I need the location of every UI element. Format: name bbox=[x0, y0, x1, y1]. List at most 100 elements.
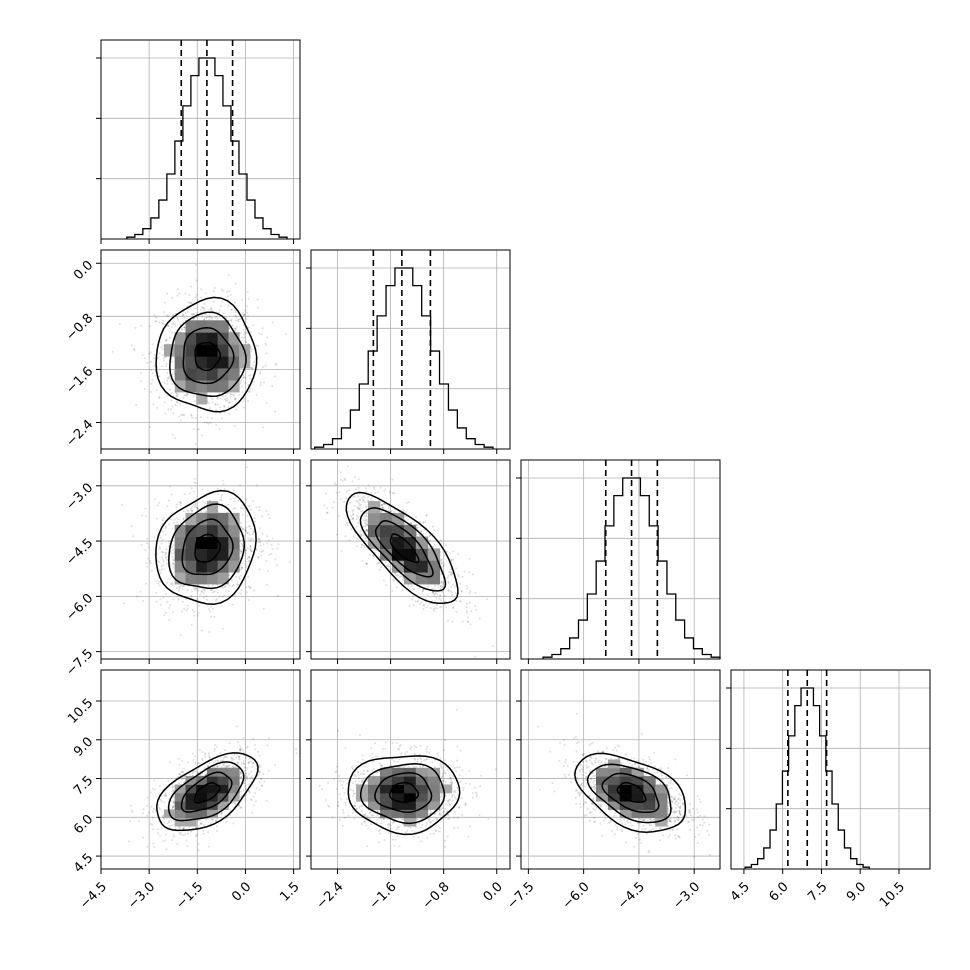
scatter-point bbox=[240, 550, 243, 553]
panel-frame bbox=[100, 249, 301, 450]
scatter-point bbox=[195, 833, 198, 836]
scatter-point bbox=[417, 526, 420, 529]
scatter-point bbox=[247, 326, 250, 329]
scatter-point bbox=[433, 529, 436, 532]
contour-2 bbox=[168, 503, 245, 590]
scatter-point bbox=[239, 318, 242, 321]
scatter-point bbox=[240, 525, 243, 528]
scatter-point bbox=[176, 586, 179, 589]
scatter-point bbox=[469, 590, 472, 593]
panel-1-1 bbox=[306, 249, 511, 454]
scatter-point bbox=[233, 500, 236, 503]
scatter-point bbox=[171, 297, 174, 299]
scatter-point bbox=[351, 480, 354, 483]
scatter-point bbox=[326, 507, 328, 510]
scatter-point bbox=[166, 372, 169, 375]
scatter-point bbox=[151, 816, 154, 819]
scatter-point bbox=[187, 604, 189, 607]
scatter-point bbox=[194, 482, 197, 484]
scatter-point bbox=[167, 324, 170, 327]
scatter-point bbox=[164, 556, 167, 559]
scatter-point bbox=[485, 598, 488, 601]
scatter-point bbox=[174, 436, 177, 439]
scatter-point bbox=[211, 591, 214, 594]
scatter-point bbox=[195, 587, 198, 590]
scatter-point bbox=[180, 610, 183, 613]
scatter-point bbox=[250, 550, 253, 553]
scatter-point bbox=[389, 510, 392, 513]
scatter-point bbox=[221, 417, 224, 420]
scatter-point bbox=[133, 348, 135, 351]
scatter-point bbox=[262, 426, 265, 429]
scatter-point bbox=[172, 559, 175, 562]
scatter-point bbox=[235, 408, 238, 411]
scatter-point bbox=[442, 564, 445, 567]
scatter-point bbox=[248, 791, 251, 794]
scatter-point bbox=[221, 479, 224, 482]
scatter-point bbox=[199, 593, 202, 596]
scatter-point bbox=[195, 506, 198, 509]
scatter-point bbox=[245, 526, 248, 529]
scatter-point bbox=[252, 762, 254, 765]
scatter-point bbox=[221, 494, 223, 497]
scatter-point bbox=[168, 577, 171, 580]
scatter-point bbox=[181, 414, 184, 416]
scatter-point bbox=[190, 302, 193, 305]
scatter-point bbox=[263, 780, 266, 783]
scatter-point bbox=[201, 488, 204, 491]
scatter-point bbox=[243, 798, 246, 801]
density-cell bbox=[196, 356, 208, 369]
scatter-point bbox=[441, 584, 444, 587]
scatter-point bbox=[248, 377, 251, 380]
scatter-point bbox=[228, 412, 231, 415]
scatter-point bbox=[196, 428, 199, 431]
scatter-point bbox=[145, 582, 147, 585]
scatter-point bbox=[445, 544, 448, 547]
scatter-point bbox=[346, 465, 349, 468]
scatter-point bbox=[244, 787, 247, 790]
y-tick-label: −4.5 bbox=[63, 536, 96, 569]
scatter-point bbox=[162, 348, 165, 350]
scatter-point bbox=[365, 511, 368, 514]
scatter-point bbox=[478, 617, 481, 620]
density-cell bbox=[196, 536, 208, 549]
scatter-point bbox=[183, 326, 186, 329]
scatter-point bbox=[194, 307, 197, 310]
scatter-point bbox=[171, 611, 174, 614]
scatter-point bbox=[220, 496, 223, 499]
scatter-point bbox=[213, 747, 216, 750]
scatter-point bbox=[265, 583, 268, 586]
scatter-point bbox=[234, 314, 237, 317]
scatter-point bbox=[372, 554, 375, 557]
scatter-point bbox=[241, 762, 244, 765]
scatter-point bbox=[223, 405, 226, 408]
scatter-point bbox=[224, 814, 227, 817]
scatter-point bbox=[155, 320, 158, 323]
scatter-point bbox=[201, 751, 204, 754]
scatter-point bbox=[223, 488, 226, 491]
scatter-point bbox=[240, 542, 243, 545]
scatter-point bbox=[441, 586, 444, 588]
scatter-point bbox=[201, 587, 204, 590]
scatter-point bbox=[260, 554, 263, 557]
scatter-point bbox=[165, 556, 167, 559]
scatter-point bbox=[195, 770, 198, 773]
scatter-point bbox=[374, 492, 377, 495]
scatter-point bbox=[146, 565, 149, 568]
scatter-point bbox=[149, 360, 152, 363]
scatter-point bbox=[215, 598, 218, 600]
scatter-point bbox=[207, 422, 210, 425]
scatter-point bbox=[461, 575, 464, 578]
scatter-point bbox=[234, 282, 237, 285]
scatter-point bbox=[377, 491, 380, 494]
density-cell bbox=[174, 380, 186, 393]
scatter-point bbox=[176, 401, 179, 404]
scatter-point bbox=[187, 510, 190, 513]
scatter-point bbox=[460, 589, 463, 592]
scatter-point bbox=[260, 550, 263, 553]
scatter-point bbox=[240, 380, 243, 383]
scatter-point bbox=[172, 544, 175, 547]
scatter-point bbox=[466, 616, 469, 619]
scatter-point bbox=[179, 502, 182, 505]
scatter-point bbox=[250, 331, 253, 334]
